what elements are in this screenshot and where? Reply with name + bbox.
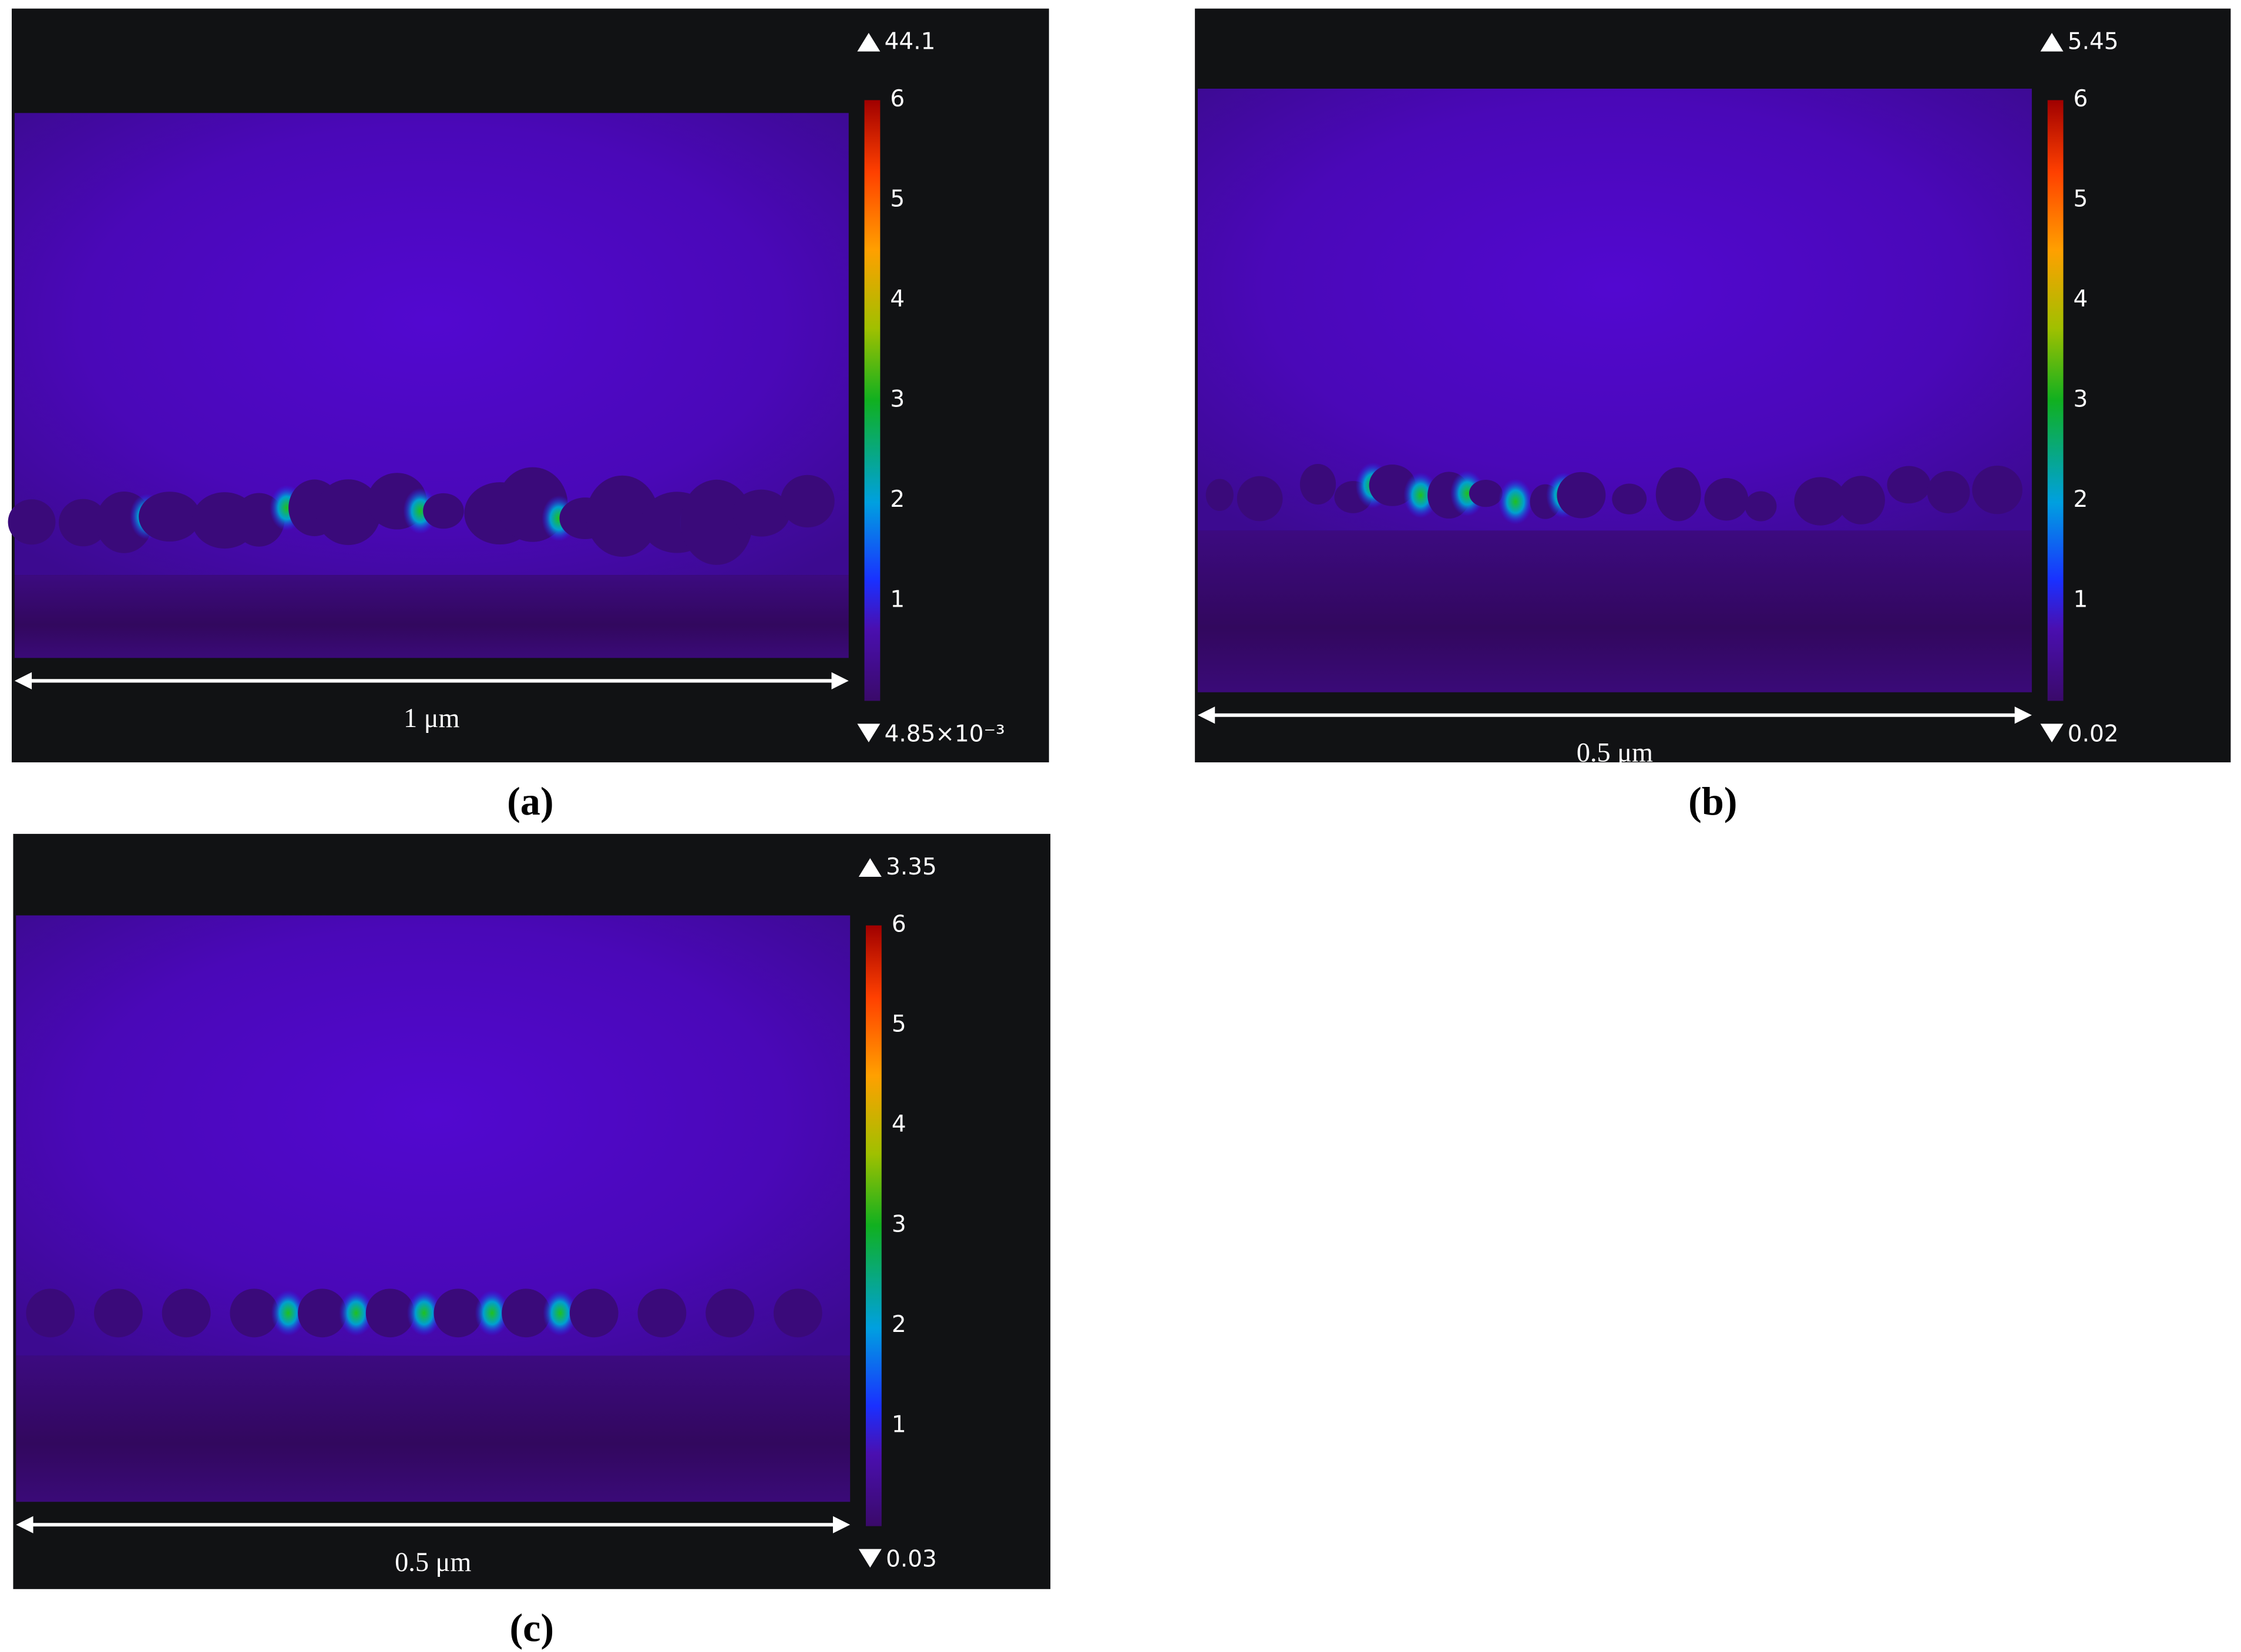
particle — [780, 475, 835, 528]
colorbar-tick-label: 2 — [2074, 486, 2088, 513]
scale-bar-label: 0.5 μm — [395, 1547, 471, 1577]
colorbar — [2047, 100, 2064, 701]
max-marker — [858, 858, 882, 877]
particle — [1237, 476, 1283, 521]
colorbar-tick-label: 4 — [892, 1111, 906, 1138]
panel-caption: (a) — [507, 779, 554, 823]
panel: 6 5 4 3 2 1 5.45 0.02 0.5 μm (b) — [1195, 8, 2231, 823]
panel: 6 5 4 3 2 1 44.1 4.85×10⁻³ 1 μm (a) — [8, 8, 1049, 823]
min-label: 0.03 — [886, 1546, 937, 1573]
colorbar-tick-label: 3 — [892, 1212, 906, 1238]
hot-spot — [271, 1290, 305, 1336]
particle — [705, 1288, 755, 1338]
hot-spot — [543, 1290, 577, 1336]
particle — [1469, 479, 1503, 507]
hot-spot — [339, 1290, 374, 1336]
particle — [1972, 465, 2022, 514]
colorbar-tick-label: 1 — [890, 586, 905, 613]
field-substrate — [14, 575, 849, 658]
particle — [298, 1288, 347, 1338]
field-upper — [16, 915, 851, 1356]
min-label: 4.85×10⁻³ — [885, 721, 1005, 747]
field-substrate — [1198, 530, 2032, 692]
colorbar — [864, 100, 881, 701]
hot-spot — [1450, 470, 1485, 517]
particle — [1557, 472, 1606, 519]
min-marker — [2040, 724, 2064, 743]
particle — [139, 492, 201, 542]
hot-spot — [1498, 479, 1533, 525]
particle — [502, 1288, 550, 1338]
particle — [8, 499, 56, 545]
colorbar-tick-label: 1 — [2074, 586, 2088, 613]
colorbar-tick-label: 6 — [2074, 86, 2088, 112]
colorbar-tick-label: 1 — [892, 1412, 906, 1438]
particle — [586, 475, 659, 557]
panel-caption: (b) — [1688, 779, 1737, 823]
particle — [423, 493, 464, 529]
particle — [230, 1288, 279, 1338]
particle — [1887, 466, 1931, 504]
panel: 6 5 4 3 2 1 3.35 0.03 0.5 μm (c) — [13, 833, 1051, 1650]
max-label: 44.1 — [885, 29, 936, 55]
particle — [1299, 463, 1336, 505]
particle — [1927, 470, 1970, 514]
particle — [680, 479, 753, 565]
colorbar-tick-label: 5 — [890, 186, 905, 212]
particle — [773, 1288, 822, 1338]
min-marker — [857, 724, 881, 743]
max-label: 3.35 — [886, 854, 937, 880]
particle — [1205, 479, 1234, 512]
particle — [315, 479, 381, 546]
hot-spot — [406, 1290, 442, 1336]
particle — [1745, 491, 1777, 521]
colorbar-tick-label: 5 — [2074, 186, 2088, 212]
particle — [94, 1288, 143, 1338]
scale-bar-label: 0.5 μm — [1577, 738, 1653, 768]
particle — [162, 1288, 211, 1338]
colorbar-tick-label: 4 — [2074, 286, 2088, 312]
particle — [1655, 467, 1701, 521]
particle — [569, 1288, 619, 1338]
field-upper — [1198, 89, 2032, 531]
particle — [1837, 476, 1885, 524]
field-substrate — [16, 1355, 851, 1502]
colorbar-tick-label: 5 — [892, 1011, 906, 1038]
colorbar-tick-label: 3 — [2074, 386, 2088, 412]
particle — [1794, 477, 1847, 526]
particle — [59, 499, 108, 547]
max-marker — [857, 33, 881, 52]
particle — [1612, 483, 1647, 514]
colorbar-tick-label: 6 — [892, 911, 906, 937]
particle — [365, 1288, 415, 1338]
colorbar — [865, 925, 882, 1526]
max-marker — [2040, 33, 2064, 52]
colorbar-tick-label: 3 — [890, 386, 905, 412]
colorbar-tick-label: 4 — [890, 286, 905, 312]
panel-caption: (c) — [509, 1606, 554, 1650]
particle — [733, 489, 790, 537]
colorbar-tick-label: 2 — [890, 486, 905, 513]
particle — [1704, 478, 1749, 521]
particle — [434, 1288, 483, 1338]
max-label: 5.45 — [2068, 29, 2119, 55]
particle — [637, 1288, 687, 1338]
colorbar-tick-label: 2 — [892, 1311, 906, 1338]
hot-spot — [1403, 472, 1438, 519]
particle — [26, 1288, 75, 1338]
colorbar-tick-label: 6 — [890, 86, 905, 112]
hot-spot — [475, 1290, 509, 1336]
min-marker — [858, 1549, 882, 1568]
min-label: 0.02 — [2068, 721, 2119, 747]
scale-bar-label: 1 μm — [404, 704, 460, 734]
